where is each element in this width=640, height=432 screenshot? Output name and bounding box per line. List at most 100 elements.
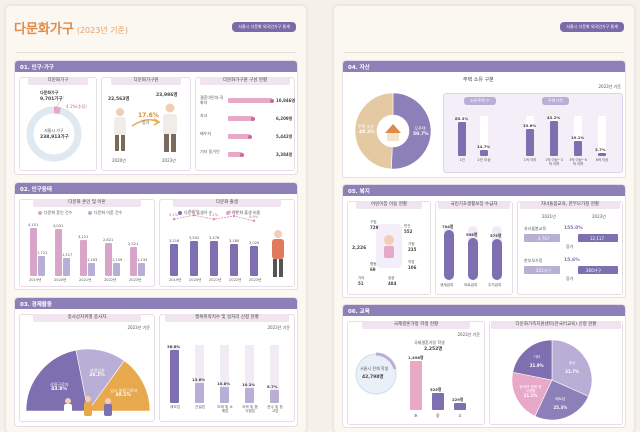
- divorce-label: 1,517: [62, 253, 73, 258]
- panel-title: 국제결혼가정 학생 현황: [361, 321, 471, 329]
- composition-dot: [248, 134, 252, 139]
- industry-label: 건설업: [195, 405, 205, 409]
- ratio-label: 5.1%: [209, 213, 219, 218]
- basic-bar: [468, 237, 478, 280]
- divorce-bar: [63, 258, 70, 276]
- marriage-bar: [55, 229, 62, 276]
- r1-bar-2023: [578, 234, 618, 242]
- family-illustration: [272, 230, 284, 277]
- mc-label: 다문화가구: [40, 90, 59, 95]
- industry-bar: [245, 388, 254, 403]
- daycare-count: 552: [404, 229, 413, 234]
- year-label: 2019년: [29, 278, 42, 282]
- panel-industry: 행복취약지수 및 일자리 신청 현황 2023년 기준 36.8% 제조업 13.6…: [159, 314, 295, 422]
- birth-bar: [170, 243, 178, 276]
- year-label: 2020년: [189, 278, 202, 282]
- divider: [344, 52, 624, 53]
- basic-label: 생계급여: [440, 283, 454, 287]
- birth-label: 3,216: [169, 238, 180, 243]
- divorce-bar: [38, 256, 45, 276]
- total-students-label: 서울시 전체 학생: [360, 366, 389, 371]
- student-level: 고: [458, 413, 462, 418]
- industry-value: 10.8%: [217, 381, 231, 387]
- legend-marriage: 다문화 혼인 건수: [44, 210, 73, 215]
- composition-value: 5,442명: [276, 134, 293, 139]
- donut-label: 주택 소유: [358, 124, 374, 130]
- price-value: 43.2%: [547, 115, 561, 121]
- basic-value: 575명: [490, 233, 502, 239]
- bar-track: [574, 116, 582, 156]
- students-ring: [355, 352, 397, 395]
- composition-value: 10,846명: [276, 98, 296, 103]
- panel-title: 다문화 혼인 및 이혼: [33, 199, 141, 207]
- year-label: 2023년: [249, 278, 262, 282]
- composition-label: 배우자: [200, 131, 212, 136]
- page-subtitle: (2023년 기준): [76, 26, 129, 35]
- bar-track: [270, 345, 279, 403]
- panel-ownership-detail: 소유주택 수 주택가격 85.3% 1건 14.7% 2건 이상 33.6% 1억 이하 4…: [443, 93, 623, 173]
- section-education: 06. 교육 국제결혼가정 학생 현황 2023년 기준 서울시 전체 학생 4…: [342, 304, 626, 428]
- section-population: 01. 인구·가구 다문화가구 다문화가구 9,701가구 4.1%(추정) 서…: [14, 60, 298, 175]
- panel-title: 다문화가구원: [110, 77, 182, 85]
- source-tag-right: 서울시 다문화 외국인가구 통계: [560, 22, 624, 32]
- members-2023: 23,986명: [156, 93, 178, 98]
- mc-percent: 4.1%(추정): [66, 104, 87, 109]
- composition-bar: [228, 134, 250, 139]
- price-bar: [574, 140, 582, 156]
- student-value: 229명: [452, 396, 464, 402]
- r1-label: 자녀돌봄교육: [524, 226, 547, 231]
- change-pct: 17.6%: [138, 112, 159, 119]
- section-title: 01. 인구·가구: [15, 61, 297, 72]
- ratio-label: 4.9%: [249, 214, 259, 219]
- r2-bar-2021: [524, 266, 560, 274]
- year-label: 2023년: [129, 278, 142, 282]
- slice-value: 21.1%: [523, 392, 538, 398]
- student-value: 525명: [430, 386, 442, 392]
- year-label: 2021년: [79, 278, 92, 282]
- panel-title: 다문화가구원 구성 현황: [199, 77, 291, 85]
- divorce-label: 1,159: [112, 257, 123, 262]
- industry-value: 8.7%: [267, 384, 278, 390]
- daycare-illustration: [376, 224, 402, 268]
- panel-composition: 다문화가구원 구성 현황 결혼이민자·귀화자 10,846명 자녀 6,209명 배우자…: [195, 77, 295, 171]
- marriage-label: 2,521: [128, 241, 139, 246]
- pie-slice: [551, 339, 593, 397]
- panel-title: 다문화 출생: [173, 199, 281, 207]
- marriage-label: 3,121: [78, 234, 89, 239]
- slice-label: 임시·일용근로자: [110, 388, 138, 394]
- daycare-count: 51: [358, 281, 364, 286]
- mc-value: 9,701가구: [40, 97, 63, 102]
- marriage-label: 2,821: [103, 238, 114, 243]
- r2-v1: 225가구: [536, 268, 551, 273]
- total-students-value: 42,798명: [362, 375, 384, 380]
- r2-v2: 260가구: [586, 268, 601, 273]
- birth-label: 3,180: [229, 239, 240, 244]
- r2-pct: 15.6%: [564, 258, 580, 263]
- slice-value: 21.9%: [529, 363, 544, 369]
- price-value: 3.7%: [595, 147, 606, 153]
- legend-swatch-births: [178, 211, 182, 215]
- daycare-type: 공공: [388, 276, 395, 280]
- student-bar: [410, 361, 422, 410]
- composition-value: 3,384명: [276, 152, 293, 157]
- slice-label: 베트남: [555, 396, 566, 401]
- basic-value: 598명: [466, 231, 478, 237]
- worker-icon: [105, 398, 111, 404]
- daycare-type: 구립: [370, 220, 377, 224]
- panel-births: 다문화 출생 다문화 출생아 수 다문화 출생 비중 3,216 2019년 5.1…: [159, 199, 295, 287]
- ratio-line: [172, 214, 256, 222]
- industry-label: 제조업: [170, 405, 180, 409]
- g2-title: 주택가격: [542, 97, 569, 105]
- daycare-count: 106: [408, 265, 417, 270]
- slice-label: 상용근로자: [50, 381, 69, 387]
- legend-swatch-divorce: [88, 211, 92, 215]
- marriage-bar: [80, 239, 87, 276]
- divorce-label: 1,163: [87, 257, 98, 262]
- pie-slice: [87, 360, 151, 412]
- bar-track: [195, 345, 204, 403]
- note: 2023년 기준: [267, 325, 291, 330]
- g1-title: 소유주택 수: [464, 97, 496, 105]
- ratio-point: [192, 214, 196, 217]
- panel-mc-members: 다문화가구원 22,563명 23,986명 17.6% 증가 2020년 20…: [101, 77, 191, 171]
- divider: [16, 52, 296, 53]
